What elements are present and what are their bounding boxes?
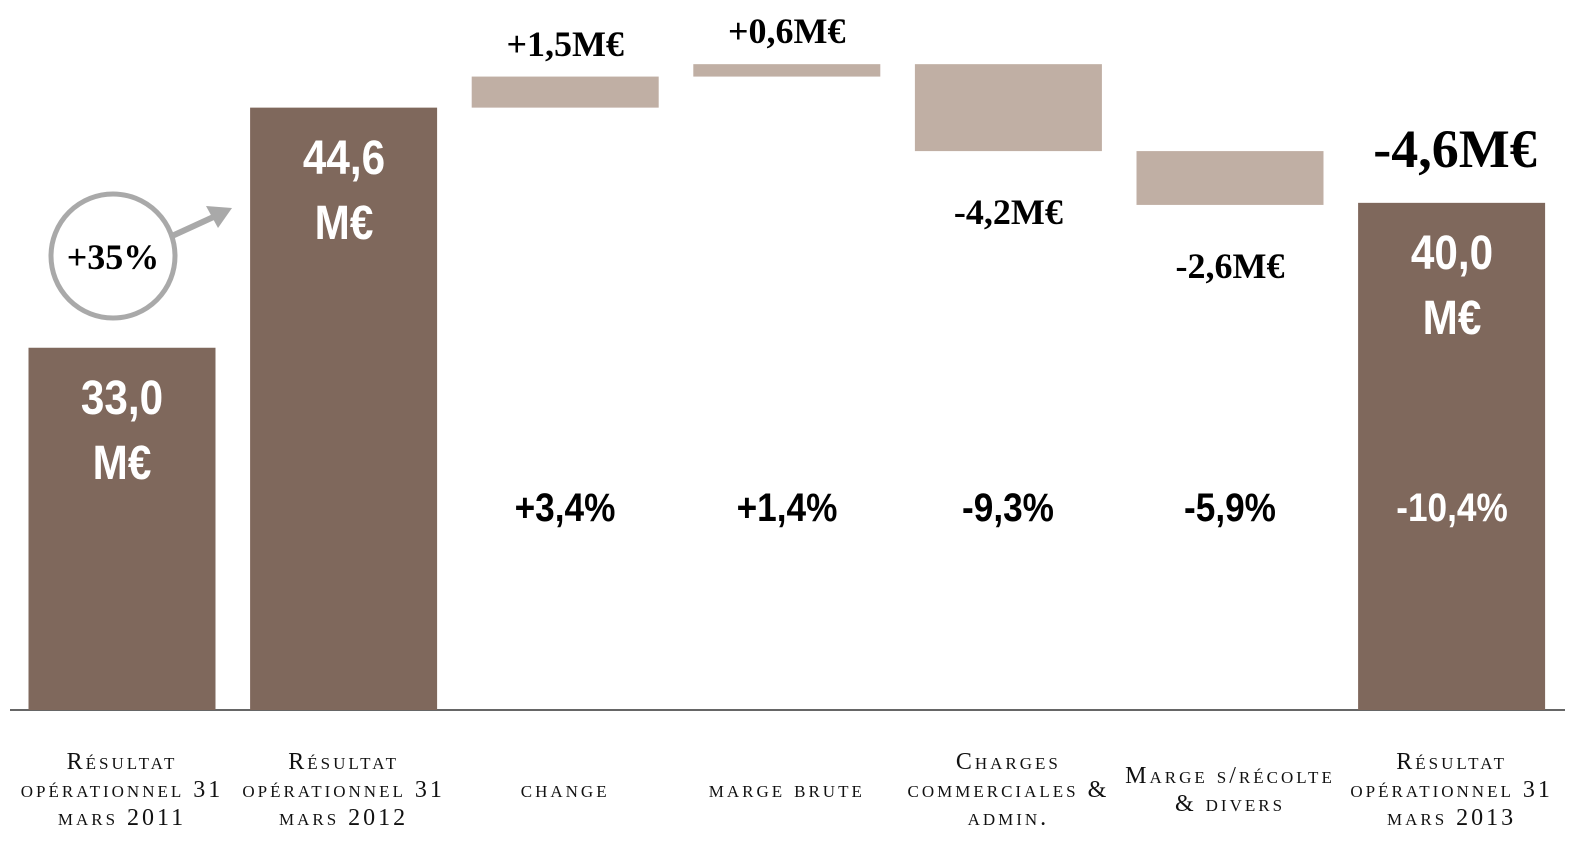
x-tick-label: Résultat opérationnel 31 mars 2013 <box>1350 749 1553 831</box>
value-label: 40,0 M€ <box>1410 226 1493 345</box>
growth-circle <box>48 191 178 321</box>
value-label: -4,2M€ <box>953 192 1063 233</box>
growth-arrow <box>170 211 222 239</box>
growth-arrow-head <box>206 206 232 228</box>
percent-label: +3,4% <box>514 486 616 530</box>
delta-bar <box>693 64 881 77</box>
value-label: +1,5M€ <box>506 23 624 64</box>
x-tick-label: Résultat opérationnel 31 mars 2011 <box>20 749 224 831</box>
x-tick-label: change <box>520 777 610 803</box>
total-change-annotation: -4,6M€ <box>1373 119 1537 179</box>
delta-bar <box>471 76 659 108</box>
growth-annotation: +35% <box>66 237 160 277</box>
x-tick-label: Marge s/récolte & divers <box>1125 763 1335 817</box>
total-bar <box>28 347 216 710</box>
percent-label: -10,4% <box>1395 486 1508 530</box>
value-label: 33,0 M€ <box>80 371 164 490</box>
total-bar <box>250 107 438 710</box>
percent-label: -5,9% <box>1184 486 1276 530</box>
x-tick-label: Charges commerciales & admin. <box>907 749 1110 831</box>
delta-bar <box>914 64 1102 152</box>
value-label: +0,6M€ <box>728 11 846 52</box>
percent-label: +1,4% <box>736 486 838 530</box>
x-tick-label: Résultat opérationnel 31 mars 2012 <box>242 749 445 831</box>
x-tick-label: marge brute <box>708 777 865 803</box>
percent-label: -9,3% <box>962 486 1055 530</box>
value-label: 44,6 M€ <box>302 131 385 250</box>
delta-bar <box>1136 151 1324 205</box>
total-bar <box>1358 202 1546 710</box>
value-label: -2,6M€ <box>1175 245 1285 286</box>
